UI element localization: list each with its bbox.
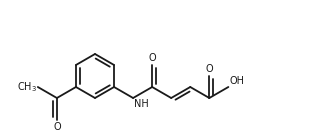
Text: O: O [205, 64, 213, 74]
Text: O: O [148, 53, 156, 63]
Text: NH: NH [134, 99, 149, 109]
Text: OH: OH [229, 76, 244, 86]
Text: CH$_3$: CH$_3$ [17, 80, 37, 94]
Text: O: O [53, 122, 61, 132]
